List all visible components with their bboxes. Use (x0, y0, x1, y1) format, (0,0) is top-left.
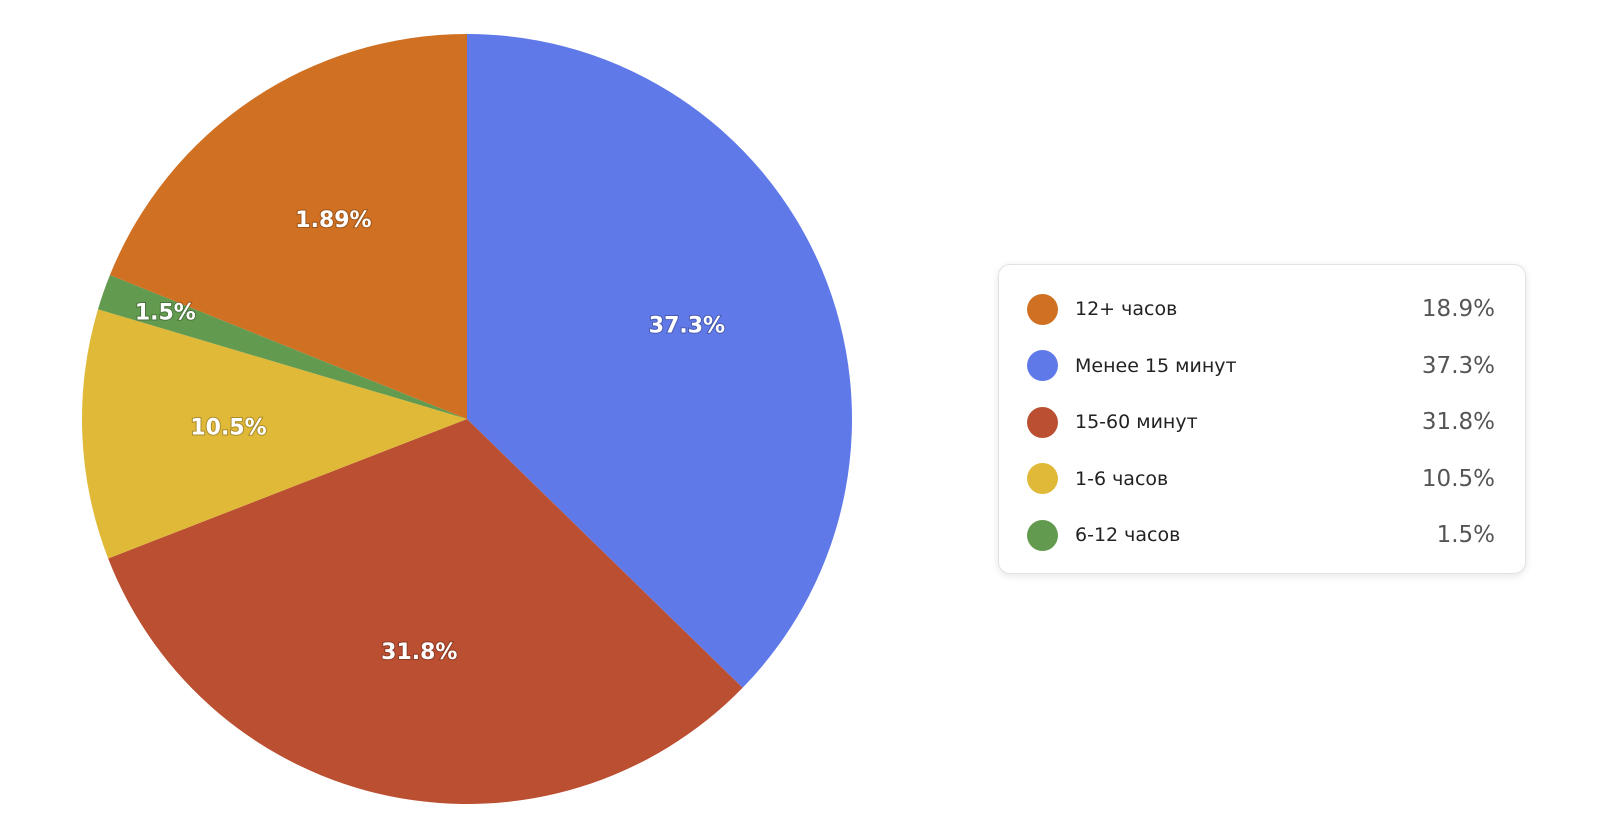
legend-item-6-12-hours: 6-12 часов 1.5% (1027, 507, 1495, 564)
legend-label: Менее 15 минут (1075, 354, 1237, 377)
legend-value: 18.9% (1421, 296, 1495, 323)
legend-item-12-plus-hours: 12+ часов 18.9% (1027, 281, 1495, 338)
legend-label: 15-60 минут (1075, 411, 1198, 434)
pie-slice (467, 34, 853, 688)
slice-label: 1.89% (295, 208, 371, 233)
legend-value: 37.3% (1421, 352, 1495, 379)
legend-swatch (1027, 350, 1058, 382)
legend-item-15-60-minutes: 15-60 минут 31.8% (1027, 394, 1495, 451)
pie-slice (109, 34, 467, 419)
legend-swatch (1027, 463, 1058, 495)
slice-label: 10.5% (190, 416, 266, 441)
slice-label: 31.8% (381, 640, 457, 665)
legend-swatch (1027, 406, 1058, 438)
legend-label: 12+ часов (1075, 298, 1178, 321)
legend: 12+ часов 18.9% Менее 15 минут 37.3% 15-… (998, 264, 1526, 574)
legend-swatch (1027, 519, 1058, 551)
slice-label: 1.5% (135, 301, 196, 326)
legend-item-1-6-hours: 1-6 часов 10.5% (1027, 451, 1495, 508)
legend-value: 1.5% (1436, 522, 1495, 549)
legend-value: 10.5% (1421, 465, 1495, 492)
pie-slice (81, 309, 468, 559)
pie-slice (108, 419, 743, 804)
legend-label: 6-12 часов (1075, 524, 1181, 547)
legend-swatch (1027, 293, 1058, 325)
slice-label: 37.3% (649, 313, 725, 338)
legend-value: 31.8% (1421, 409, 1495, 436)
pie-slice (97, 275, 467, 419)
legend-label: 1-6 часов (1075, 467, 1169, 490)
legend-item-under-15-minutes: Менее 15 минут 37.3% (1027, 338, 1495, 395)
pie-chart: 37.3% 31.8% 10.5% 1.5% 1.89% (81, 34, 853, 804)
